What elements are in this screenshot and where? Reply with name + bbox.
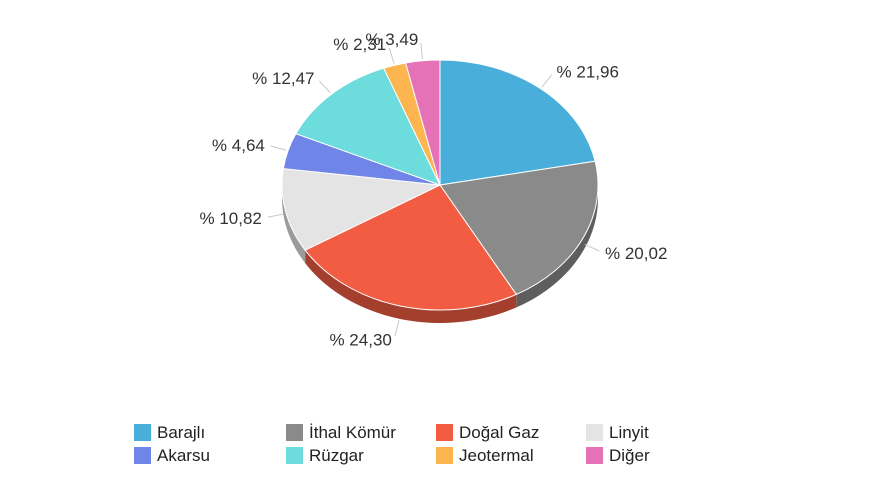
pie-chart: % 21,96 % 20,02 % 24,30 % 10,82 % 4,64 % 12,4… <box>200 30 668 350</box>
legend-label: Diğer <box>609 445 650 465</box>
legend-label: Rüzgar <box>309 445 364 465</box>
legend-label: Linyit <box>609 422 649 442</box>
data-label-ithal-komur: % 20,02 <box>605 244 667 263</box>
legend-label: Barajlı <box>157 422 206 442</box>
legend: Barajlı İthal Kömür Doğal Gaz Linyit Aka… <box>134 422 694 466</box>
data-label-ruzgar: % 12,47 <box>252 69 314 88</box>
legend-item-linyit[interactable]: Linyit <box>586 422 694 443</box>
pie-side-linyit <box>282 185 306 264</box>
legend-swatch <box>286 447 303 464</box>
legend-swatch <box>586 447 603 464</box>
pie-slice-ruzgar[interactable] <box>295 67 441 186</box>
data-label-linyit: % 10,82 <box>200 209 262 228</box>
legend-swatch <box>134 447 151 464</box>
leader-line-akarsu <box>270 145 287 151</box>
legend-label: İthal Kömür <box>309 422 396 442</box>
legend-item-dogal-gaz[interactable]: Doğal Gaz <box>436 422 586 443</box>
data-label-diger: % 3,49 <box>365 30 418 49</box>
legend-label: Jeotermal <box>459 445 534 465</box>
data-label-dogal-gaz: % 24,30 <box>329 331 391 350</box>
legend-swatch <box>286 424 303 441</box>
pie-slice-diger[interactable] <box>404 59 441 186</box>
pie-side-ithal-komur <box>516 185 598 308</box>
leader-line-ruzgar <box>318 80 331 93</box>
legend-item-jeotermal[interactable]: Jeotermal <box>436 445 586 466</box>
legend-item-barajli[interactable]: Barajlı <box>134 422 286 443</box>
legend-label: Akarsu <box>157 445 210 465</box>
pie-slices <box>281 59 599 311</box>
data-label-jeotermal: % 2,31 <box>333 35 386 54</box>
leader-lines <box>267 42 600 336</box>
pie-depth <box>282 185 598 323</box>
legend-swatch <box>134 424 151 441</box>
legend-item-diger[interactable]: Diğer <box>586 445 694 466</box>
legend-item-ithal-komur[interactable]: İthal Kömür <box>286 422 436 443</box>
legend-item-ruzgar[interactable]: Rüzgar <box>286 445 436 466</box>
pie-slice-ithal-komur[interactable] <box>439 160 599 296</box>
leader-line-barajli <box>541 74 553 88</box>
leader-line-ithal-komur <box>584 243 600 252</box>
legend-swatch <box>436 447 453 464</box>
leader-line-linyit <box>267 213 284 218</box>
data-labels: % 21,96 % 20,02 % 24,30 % 10,82 % 4,64 % 12,4… <box>200 30 668 350</box>
legend-item-akarsu[interactable]: Akarsu <box>134 445 286 466</box>
leader-line-diger <box>420 42 423 59</box>
legend-swatch <box>586 424 603 441</box>
pie-side-dogal-gaz <box>305 250 517 323</box>
leader-line-jeotermal <box>388 47 395 64</box>
legend-label: Doğal Gaz <box>459 422 540 442</box>
pie-slice-barajli[interactable] <box>439 59 596 186</box>
pie-slice-dogal-gaz[interactable] <box>304 184 518 311</box>
pie-slice-linyit[interactable] <box>281 168 442 251</box>
data-label-akarsu: % 4,64 <box>212 136 265 155</box>
legend-swatch <box>436 424 453 441</box>
data-label-barajli: % 21,96 <box>557 63 619 82</box>
leader-line-dogal-gaz <box>394 320 400 336</box>
